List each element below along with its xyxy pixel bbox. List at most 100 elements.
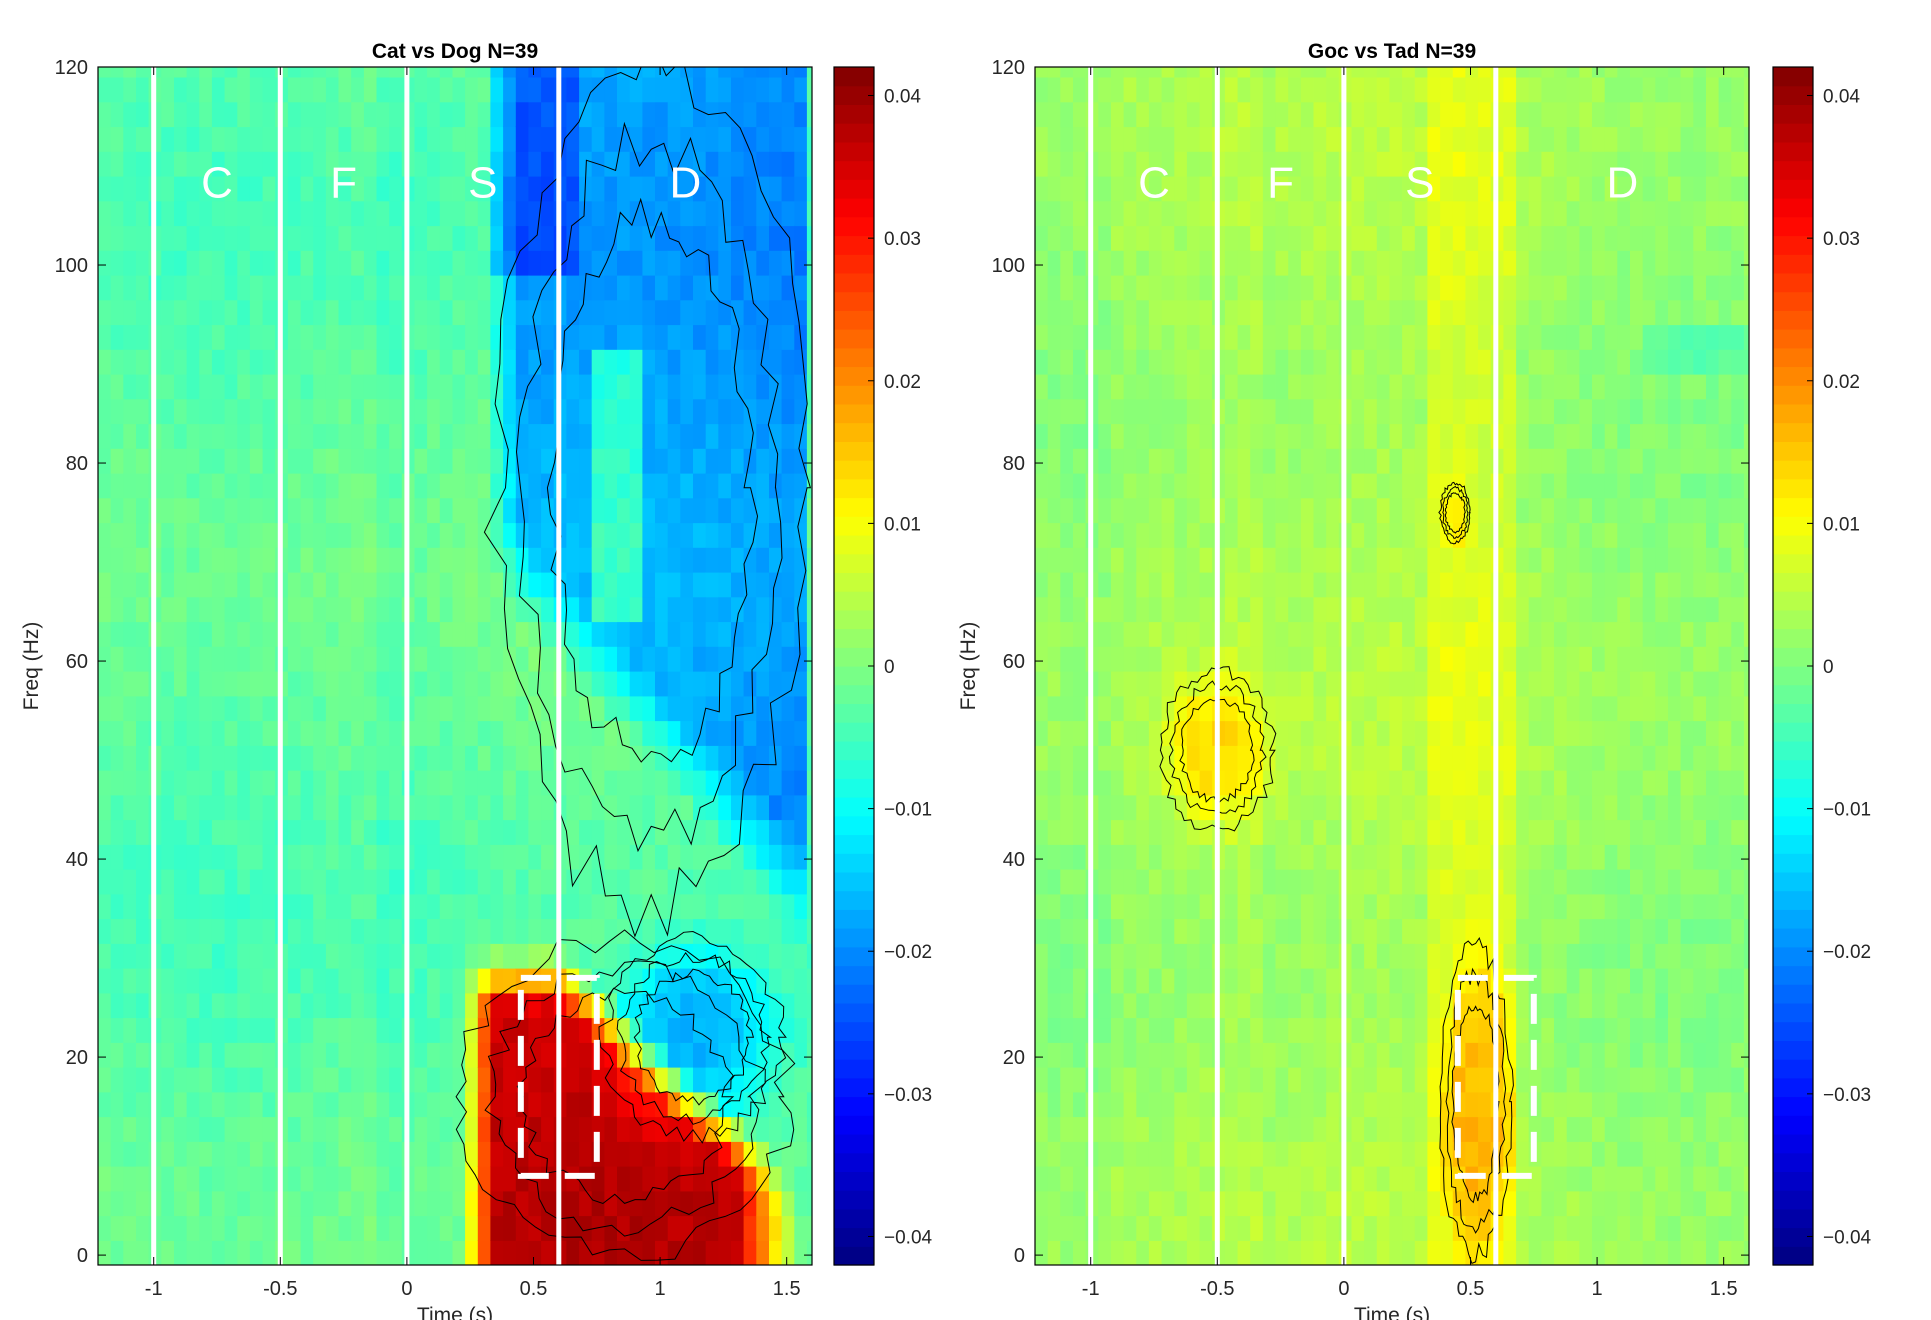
heatmap-cell bbox=[1351, 1141, 1365, 1167]
heatmap-cell bbox=[1186, 67, 1201, 78]
heatmap-cell bbox=[1326, 398, 1340, 425]
heatmap-cell bbox=[1326, 522, 1340, 548]
heatmap-cell bbox=[1275, 1141, 1289, 1167]
heatmap-cell bbox=[136, 151, 150, 177]
heatmap-cell bbox=[591, 770, 605, 796]
heatmap-cell bbox=[1073, 373, 1087, 400]
heatmap-cell bbox=[1351, 373, 1365, 400]
heatmap-cell bbox=[325, 1017, 340, 1043]
heatmap-cell bbox=[224, 151, 238, 177]
heatmap-cell bbox=[465, 745, 479, 771]
heatmap-cell bbox=[1313, 1067, 1327, 1093]
heatmap-cell bbox=[1414, 671, 1429, 697]
heatmap-cell bbox=[731, 992, 745, 1019]
heatmap-cell bbox=[604, 423, 618, 449]
heatmap-cell bbox=[1414, 349, 1429, 375]
heatmap-cell bbox=[794, 844, 808, 870]
heatmap-cell bbox=[515, 943, 530, 969]
heatmap-cell bbox=[1528, 200, 1542, 227]
heatmap-cell bbox=[1111, 646, 1125, 672]
heatmap-cell bbox=[1478, 918, 1492, 944]
heatmap-cell bbox=[1161, 299, 1175, 326]
heatmap-cell bbox=[1250, 794, 1264, 821]
heatmap-cell bbox=[110, 918, 124, 944]
heatmap-cell bbox=[680, 819, 694, 845]
heatmap-cell bbox=[1541, 151, 1555, 177]
heatmap-cell bbox=[806, 596, 812, 623]
cluster-contour bbox=[483, 67, 812, 938]
heatmap-cell bbox=[123, 1067, 137, 1093]
heatmap-cell bbox=[1224, 324, 1239, 350]
heatmap-cell bbox=[806, 695, 812, 722]
heatmap-cell bbox=[98, 497, 112, 524]
heatmap-cell bbox=[693, 943, 707, 969]
heatmap-cell bbox=[655, 918, 669, 944]
heatmap-cell bbox=[617, 324, 631, 350]
heatmap-cell bbox=[566, 1141, 580, 1167]
heatmap-cell bbox=[1351, 522, 1365, 548]
heatmap-cell bbox=[642, 547, 656, 573]
heatmap-cell bbox=[174, 373, 188, 400]
heatmap-cell bbox=[161, 1067, 175, 1093]
heatmap-cell bbox=[1326, 497, 1340, 524]
heatmap-cell bbox=[338, 621, 352, 647]
heatmap-cell bbox=[1073, 968, 1087, 994]
heatmap-cell bbox=[528, 324, 542, 350]
heatmap-cell bbox=[1098, 472, 1112, 499]
heatmap-cell bbox=[123, 1042, 137, 1068]
heatmap-cell bbox=[452, 1091, 466, 1118]
heatmap-cell bbox=[667, 497, 681, 524]
heatmap-cell bbox=[1364, 596, 1378, 623]
heatmap-cell bbox=[1262, 1067, 1277, 1093]
heatmap-cell bbox=[287, 720, 302, 746]
heatmap-cell bbox=[325, 1215, 340, 1241]
heatmap-cell bbox=[211, 76, 226, 103]
heatmap-cell bbox=[806, 943, 812, 969]
heatmap-cell bbox=[1300, 671, 1315, 697]
heatmap-cell bbox=[477, 943, 492, 969]
heatmap-cell bbox=[427, 571, 441, 598]
heatmap-cell bbox=[1186, 943, 1201, 969]
heatmap-cell bbox=[528, 423, 542, 449]
heatmap-cell bbox=[617, 720, 631, 746]
heatmap-cell bbox=[743, 1091, 757, 1118]
heatmap-cell bbox=[300, 893, 314, 920]
heatmap-cell bbox=[1516, 819, 1530, 845]
heatmap-cell bbox=[439, 943, 454, 969]
heatmap-cell bbox=[642, 448, 656, 474]
heatmap-cell bbox=[338, 869, 352, 895]
heatmap-cell bbox=[794, 1215, 808, 1241]
heatmap-cell bbox=[136, 794, 150, 821]
heatmap-cell bbox=[262, 720, 276, 746]
heatmap-cell bbox=[1364, 1017, 1378, 1043]
heatmap-cell bbox=[465, 695, 479, 722]
heatmap-cell bbox=[224, 324, 238, 350]
heatmap-cell bbox=[642, 250, 656, 276]
heatmap-cell bbox=[338, 770, 352, 796]
heatmap-cell bbox=[363, 1091, 378, 1118]
heatmap-cell bbox=[1313, 225, 1327, 251]
heatmap-cell bbox=[186, 770, 200, 796]
heatmap-cell bbox=[414, 1141, 428, 1167]
heatmap-cell bbox=[604, 671, 618, 697]
heatmap-cell bbox=[1541, 1017, 1555, 1043]
heatmap-cell bbox=[1389, 101, 1403, 128]
heatmap-cell bbox=[718, 250, 732, 276]
heatmap-cell bbox=[1098, 745, 1112, 771]
heatmap-cell bbox=[617, 373, 631, 400]
heatmap-cell bbox=[300, 596, 314, 623]
heatmap-cell bbox=[249, 1067, 264, 1093]
heatmap-cell bbox=[667, 76, 681, 103]
heatmap-cell bbox=[642, 646, 656, 672]
heatmap-cell bbox=[287, 844, 302, 870]
heatmap-cell bbox=[287, 1166, 302, 1192]
heatmap-cell bbox=[313, 1091, 327, 1118]
heatmap-cell bbox=[363, 596, 378, 623]
heatmap-cell bbox=[1478, 497, 1492, 524]
heatmap-cell bbox=[123, 200, 137, 227]
heatmap-cell bbox=[1452, 225, 1467, 251]
heatmap-cell bbox=[427, 1141, 441, 1167]
heatmap-cell bbox=[528, 1240, 542, 1265]
heatmap-cell bbox=[389, 1091, 403, 1118]
heatmap-cell bbox=[1073, 423, 1087, 449]
